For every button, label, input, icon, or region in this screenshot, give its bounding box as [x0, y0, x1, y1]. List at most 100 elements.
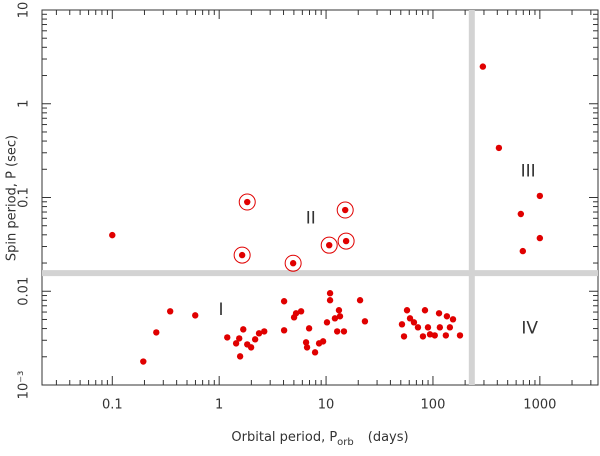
point — [303, 344, 311, 351]
point — [109, 231, 116, 239]
point — [331, 315, 339, 322]
region-label: III — [521, 161, 536, 181]
point — [421, 307, 429, 314]
point — [311, 349, 319, 356]
point-dot — [435, 310, 443, 317]
point-ring — [336, 201, 354, 219]
point-dot — [289, 260, 297, 267]
x-tick-label: 0.1 — [102, 398, 123, 413]
point — [255, 330, 263, 337]
point — [232, 340, 240, 347]
point-dot — [244, 198, 251, 206]
point — [414, 324, 422, 331]
point — [431, 332, 438, 339]
point — [536, 234, 544, 242]
point-dot — [340, 328, 348, 335]
point-dot — [251, 336, 259, 343]
y-tick-label: 0.01 — [17, 277, 32, 306]
point — [403, 307, 411, 314]
y-tick-label: 10⁻³ — [17, 371, 32, 400]
point-dot — [406, 315, 414, 322]
point-ring — [320, 236, 338, 254]
point — [292, 310, 300, 317]
point — [284, 254, 302, 272]
point — [436, 324, 444, 331]
point-dot — [495, 144, 503, 152]
point-dot — [280, 298, 288, 305]
point — [297, 308, 305, 315]
x-axis-label: Orbital period, Porb (days) — [231, 430, 408, 449]
point-dot — [326, 297, 334, 304]
point — [446, 324, 454, 331]
point-dot — [236, 335, 243, 342]
point-dot — [326, 241, 333, 249]
point — [536, 192, 544, 200]
point-dot — [319, 338, 327, 345]
point-dot — [240, 326, 247, 333]
point-dot — [421, 307, 429, 314]
point-dot — [431, 332, 438, 339]
point-dot — [302, 339, 310, 346]
point — [236, 335, 243, 342]
point — [280, 298, 288, 305]
point-dot — [326, 290, 334, 297]
point — [361, 318, 369, 325]
point — [280, 327, 288, 334]
point — [319, 338, 327, 345]
y-tick-label: 10 — [17, 2, 32, 19]
plot-frame — [41, 9, 599, 386]
point-dot — [238, 251, 246, 259]
point-dot — [410, 319, 418, 326]
point-dot — [236, 353, 244, 360]
region-label: II — [306, 208, 316, 228]
point-dot — [361, 318, 369, 325]
point — [443, 313, 451, 320]
point-dot — [311, 349, 319, 356]
point-dot — [255, 330, 263, 337]
y-axis-label: Spin period, P (sec) — [5, 135, 20, 261]
point — [192, 312, 199, 319]
point — [406, 315, 414, 322]
point-dot — [341, 206, 349, 214]
x-tick-label: 100 — [421, 398, 446, 413]
region-label: I — [218, 300, 223, 320]
point — [166, 308, 174, 315]
point-dot — [323, 319, 331, 326]
point-dot — [292, 310, 300, 317]
point-dot — [424, 324, 432, 331]
point — [495, 144, 503, 152]
point-dot — [261, 328, 268, 335]
point — [424, 324, 432, 331]
point — [323, 319, 331, 326]
point-dot — [426, 331, 434, 338]
point — [336, 313, 344, 320]
point-dot — [305, 325, 313, 332]
point — [410, 319, 418, 326]
y-tick-label: 0.1 — [17, 187, 32, 208]
point-dot — [536, 234, 544, 242]
region-label: IV — [521, 319, 538, 339]
point-ring — [233, 246, 251, 264]
point — [238, 193, 256, 211]
point — [400, 333, 408, 340]
point-dot — [280, 327, 288, 334]
point — [240, 326, 247, 333]
point-dot — [517, 210, 525, 218]
point — [326, 290, 334, 297]
point — [224, 334, 231, 341]
x-tick-label: 10 — [318, 398, 335, 413]
point — [449, 316, 457, 323]
point — [320, 236, 338, 254]
point-dot — [519, 247, 527, 255]
point — [302, 339, 310, 346]
point-dot — [109, 231, 116, 239]
point — [517, 210, 525, 218]
point — [233, 246, 251, 264]
x-tick-label: 1000 — [523, 398, 556, 413]
point-dot — [331, 315, 339, 322]
point-dot — [247, 344, 255, 351]
point — [442, 332, 450, 339]
point-dot — [166, 308, 174, 315]
point — [305, 325, 313, 332]
